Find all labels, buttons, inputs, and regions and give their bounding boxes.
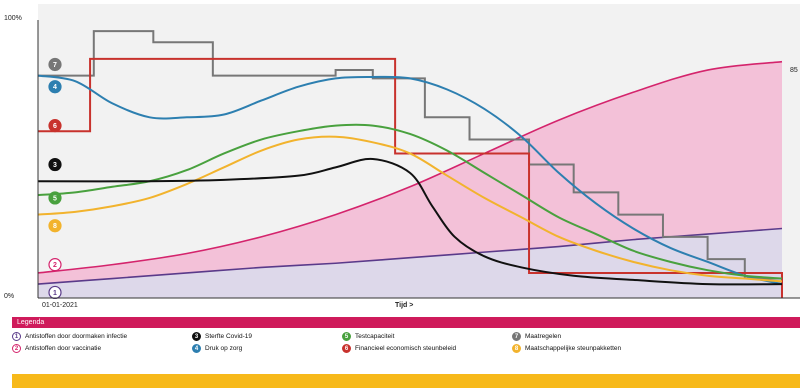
legend-title: Legenda <box>12 317 800 328</box>
series-7-line <box>38 30 782 280</box>
marker-5-label: 5 <box>53 195 57 202</box>
legend-label-5: Testcapaciteit <box>355 333 395 340</box>
series-8-line <box>37 135 783 283</box>
marker-4: 4 <box>48 80 62 94</box>
legend-badge-7: 7 <box>512 332 521 341</box>
series-1-line <box>37 227 783 285</box>
marker-3: 3 <box>48 157 62 172</box>
marker-8-label: 8 <box>53 223 57 230</box>
legend-label-1: Antistoffen door doormaken infectie <box>25 333 128 340</box>
marker-3-label: 3 <box>53 162 57 169</box>
legend-label-2: Antistoffen door vaccinatie <box>25 345 102 352</box>
series-2-area <box>38 61 782 299</box>
series-6-line <box>38 57 783 298</box>
marker-4-circle <box>48 80 62 94</box>
marker-5-circle <box>48 191 62 205</box>
legend-label-6: Financieel economisch steunbeleid <box>355 345 457 352</box>
legend-label-3: Sterfte Covid-19 <box>205 333 252 340</box>
series-3-line <box>37 157 783 286</box>
marker-7-circle <box>48 57 62 72</box>
legend-label-7: Maatregelen <box>525 333 562 340</box>
y-bottom-label: 0% <box>4 293 14 300</box>
marker-2-label: 2 <box>53 262 57 269</box>
legend-item-1: 1 Antistoffen door doormaken infectie <box>12 332 127 341</box>
legend-items: 1 Antistoffen door doormaken infectie 2 Ant… <box>12 328 800 363</box>
marker-7-label: 7 <box>53 62 57 69</box>
y-top-label: 100% <box>4 15 22 22</box>
legend-item-2: 2 Antistoffen door vaccinatie <box>12 344 101 353</box>
marker-8: 8 <box>48 219 62 233</box>
legend-badge-1: 1 <box>12 332 21 341</box>
legend-label-4: Druk op zorg <box>205 345 243 352</box>
legend-item-6: 6 Financieel economisch steunbeleid <box>342 344 456 353</box>
marker-2-circle <box>48 258 62 272</box>
marker-6: 6 <box>48 119 62 133</box>
series-2-line <box>37 60 783 274</box>
marker-2: 2 <box>48 258 62 272</box>
legend: Legenda 1 Antistoffen door doormaken infe… <box>12 317 800 363</box>
legend-item-3: 3 Sterfte Covid-19 <box>192 332 252 341</box>
legend-badge-4: 4 <box>192 344 201 353</box>
marker-7: 7 <box>48 57 62 72</box>
series-1-area <box>38 228 782 298</box>
legend-badge-6: 6 <box>342 344 351 353</box>
x-start-label: 01-01-2021 <box>42 302 78 309</box>
footer-strip <box>12 374 800 388</box>
series-4-line <box>37 74 783 286</box>
series-5-line <box>37 123 783 280</box>
legend-item-7: 7 Maatregelen <box>512 332 561 341</box>
marker-5: 5 <box>48 191 62 205</box>
legend-item-8: 8 Maatschappelijke steunpakketten <box>512 344 621 353</box>
marker-4-label: 4 <box>53 84 57 91</box>
marker-1-label: 1 <box>53 290 57 297</box>
x-axis-label: Tijd > <box>395 302 413 309</box>
end-annotation: 85 <box>790 67 798 74</box>
legend-label-8: Maatschappelijke steunpakketten <box>525 345 622 352</box>
legend-item-4: 4 Druk op zorg <box>192 344 242 353</box>
marker-8-circle <box>48 219 62 233</box>
marker-1: 1 <box>48 285 62 300</box>
marker-6-label: 6 <box>53 123 57 130</box>
marker-3-circle <box>48 157 62 172</box>
legend-badge-2: 2 <box>12 344 21 353</box>
legend-badge-5: 5 <box>342 332 351 341</box>
chart: 7 4 6 3 5 8 2 1 100% 0% 01-01-2021 Tijd > 85 <box>4 4 800 309</box>
legend-item-5: 5 Testcapaciteit <box>342 332 394 341</box>
legend-badge-8: 8 <box>512 344 521 353</box>
legend-badge-3: 3 <box>192 332 201 341</box>
marker-6-circle <box>48 119 62 133</box>
